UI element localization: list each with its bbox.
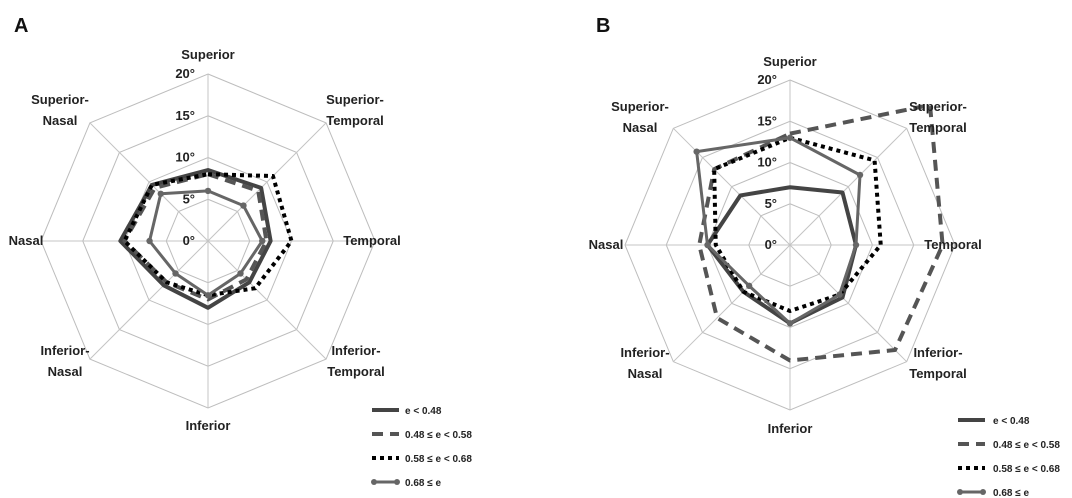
axis-label: Inferior-Temporal xyxy=(327,343,385,379)
axis-label: Nasal xyxy=(9,233,44,248)
series-line xyxy=(697,102,945,363)
series-point xyxy=(836,291,843,298)
axis-label: Superior-Nasal xyxy=(31,92,89,128)
series-point xyxy=(157,190,164,197)
series-point xyxy=(693,148,700,155)
axis-spoke xyxy=(789,244,908,363)
series-point xyxy=(852,241,860,249)
radar-chart-b: B 0° 5° 10° 15° 20° Superior Superior-Temporal T… xyxy=(589,15,1061,498)
series-point xyxy=(786,134,794,141)
series-point xyxy=(204,292,212,299)
series-point xyxy=(786,320,794,327)
tick-label: 20° xyxy=(175,66,195,81)
series-line xyxy=(118,168,273,310)
axis-spoke xyxy=(207,240,327,360)
axis-label: Inferior-Temporal xyxy=(909,345,967,381)
legend-marker xyxy=(957,489,963,495)
axis-label: Superior-Temporal xyxy=(909,99,967,135)
series-point xyxy=(237,270,244,277)
legend-label: e < 0.48 xyxy=(993,416,1030,427)
tick-label: 5° xyxy=(765,196,777,211)
axis-label: Superior xyxy=(763,54,816,69)
legend-label: 0.68 ≤ e xyxy=(405,478,442,489)
axis-spoke xyxy=(672,244,791,363)
legend: e < 0.48 0.48 ≤ e < 0.58 0.58 ≤ e < 0.68 0.… xyxy=(957,416,1060,498)
series-line xyxy=(712,135,883,313)
panel-letter: A xyxy=(14,15,28,37)
tick-label: 10° xyxy=(757,155,777,170)
axis-label: Superior-Temporal xyxy=(326,92,384,128)
axis-label: Superior xyxy=(181,47,234,62)
axis-spoke xyxy=(89,240,209,360)
legend-marker xyxy=(394,479,400,485)
tick-label: 5° xyxy=(183,191,195,206)
legend: e < 0.48 0.48 ≤ e < 0.58 0.58 ≤ e < 0.68 0.… xyxy=(371,406,472,489)
axis-label: Superior-Nasal xyxy=(611,99,669,135)
axis-label: Nasal xyxy=(589,237,624,252)
legend-label: 0.58 ≤ e < 0.68 xyxy=(993,464,1060,475)
legend-label: 0.58 ≤ e < 0.68 xyxy=(405,454,472,465)
series-point xyxy=(146,237,153,245)
axis-label: Temporal xyxy=(924,237,982,252)
tick-label: 10° xyxy=(175,150,195,165)
axis-spoke xyxy=(207,122,327,242)
axis-spoke xyxy=(89,122,209,242)
axis-spoke xyxy=(672,127,791,246)
axis-label: Inferior xyxy=(186,418,231,433)
series-point xyxy=(704,241,711,249)
tick-label: 15° xyxy=(757,113,777,128)
axis-spoke xyxy=(789,127,908,246)
legend-marker xyxy=(371,479,377,485)
series-line xyxy=(122,172,269,302)
legend-label: 0.48 ≤ e < 0.58 xyxy=(993,440,1060,451)
legend-marker xyxy=(980,489,986,495)
series-point xyxy=(240,202,247,209)
legend-label: e < 0.48 xyxy=(405,406,442,417)
tick-label: 0° xyxy=(765,237,777,252)
series-point xyxy=(204,187,212,195)
series-point xyxy=(172,270,179,277)
series-point xyxy=(745,282,753,290)
legend-label: 0.48 ≤ e < 0.58 xyxy=(405,430,472,441)
series-point xyxy=(259,237,266,245)
axis-label: Inferior xyxy=(768,421,813,436)
tick-label: 20° xyxy=(757,72,777,87)
panel-letter: B xyxy=(596,15,610,37)
tick-label: 15° xyxy=(175,108,195,123)
radar-chart-a: A 0° 5° 10° 15° 20° Superior Superior-Temporal T… xyxy=(9,15,473,489)
series-point xyxy=(856,171,864,179)
axis-label: Temporal xyxy=(343,233,401,248)
tick-label: 0° xyxy=(183,233,195,248)
axis-label: Inferior-Nasal xyxy=(40,343,89,379)
legend-label: 0.68 ≤ e xyxy=(993,488,1030,498)
axis-label: Inferior-Nasal xyxy=(620,345,669,381)
